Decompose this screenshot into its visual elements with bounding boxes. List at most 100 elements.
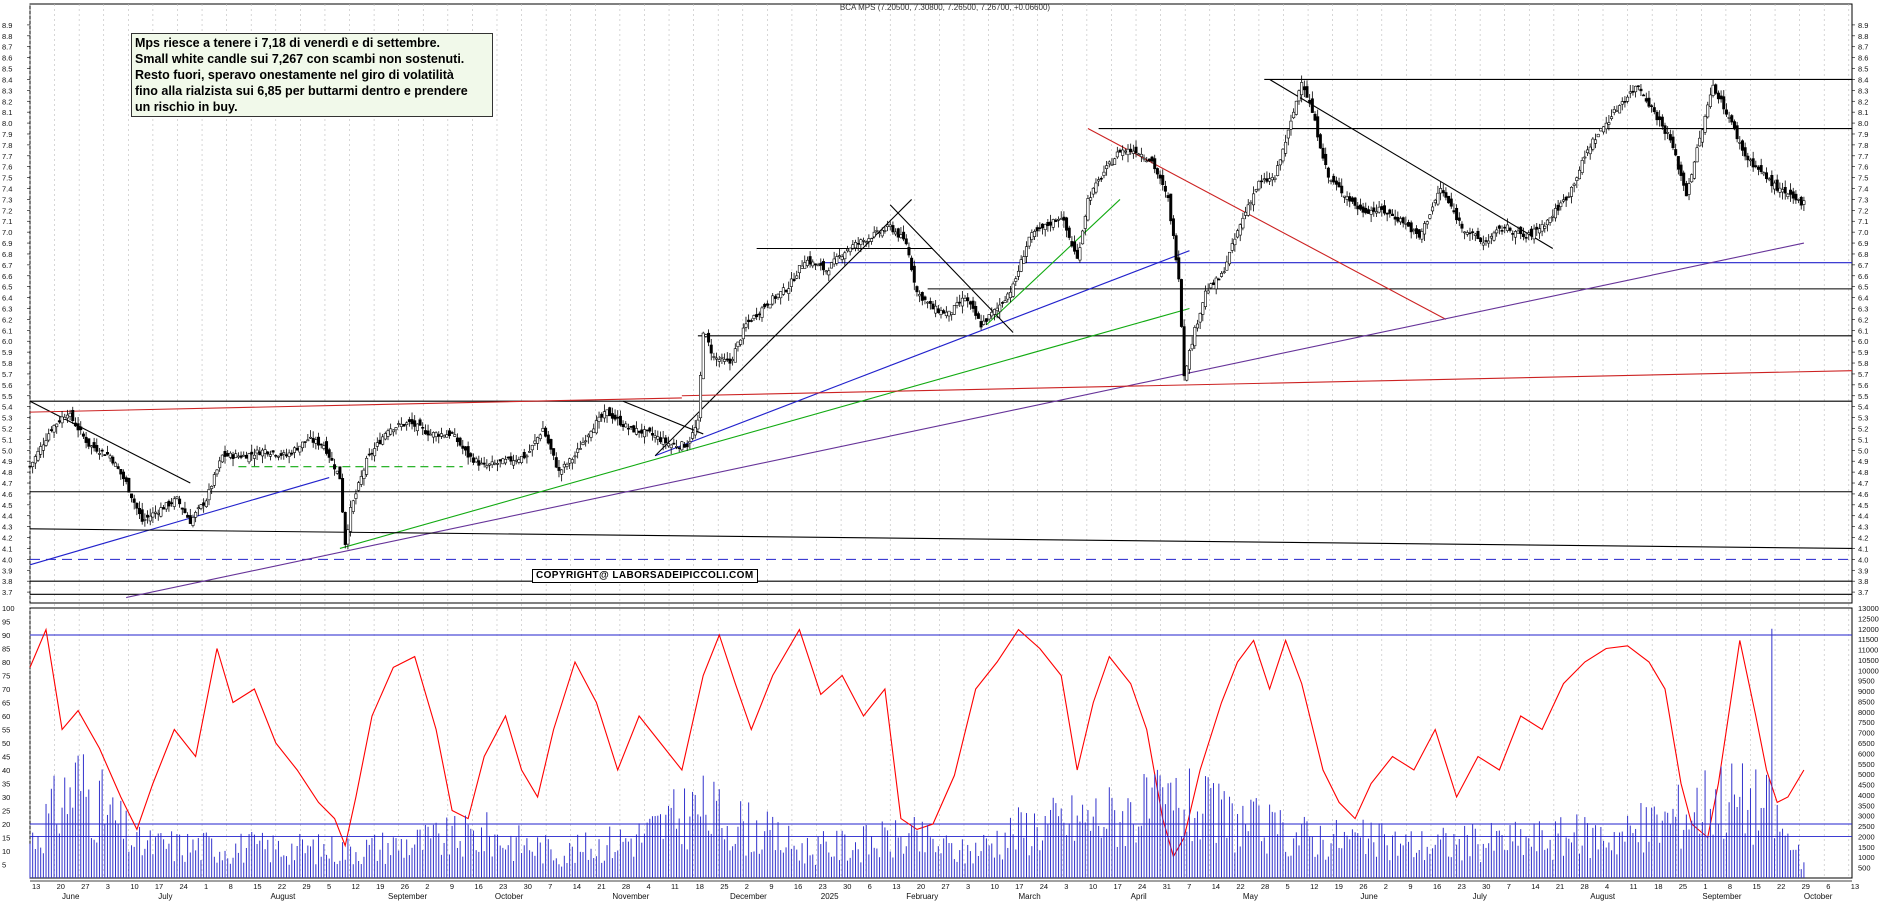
candle-body: [872, 231, 876, 238]
candle-body: [894, 231, 898, 235]
candle-body: [1789, 189, 1793, 195]
candle-body: [808, 256, 812, 265]
candle-body: [431, 432, 435, 438]
candle-body: [1246, 204, 1250, 216]
trend-line: [1087, 128, 1447, 320]
candle-body: [1220, 273, 1224, 277]
candle-body: [1500, 230, 1504, 232]
candle-body: [522, 452, 526, 459]
x-month-label: 2025: [821, 892, 839, 901]
candle-body: [691, 432, 695, 439]
candle-body: [947, 310, 951, 317]
candle-body: [1423, 223, 1427, 235]
candle-body: [1057, 218, 1061, 221]
candle-body: [1439, 188, 1443, 194]
price-tick-label-right: 5.9: [1858, 348, 1868, 357]
candle-body: [1262, 178, 1266, 181]
x-day-label: 6: [868, 882, 872, 891]
candle-body: [429, 433, 433, 436]
candle-body: [1222, 271, 1226, 274]
x-day-label: 27: [941, 882, 949, 891]
candle-body: [1150, 156, 1154, 162]
volume-bars: [29, 628, 1852, 878]
price-tick-label-left: 8.4: [2, 75, 12, 84]
price-tick-label-left: 5.4: [2, 403, 12, 412]
candle-body: [904, 238, 908, 245]
candle-body: [886, 224, 890, 227]
candle-body: [1759, 165, 1763, 173]
candle-body: [1412, 229, 1416, 232]
candle-body: [1559, 202, 1563, 207]
price-tick-label-left: 5.5: [2, 392, 12, 401]
candle-body: [1321, 147, 1325, 159]
candle-body: [1372, 207, 1376, 212]
candle-body: [1626, 96, 1630, 102]
candle-body: [108, 455, 112, 459]
candle-body: [1038, 227, 1042, 229]
candle-body: [335, 470, 339, 474]
candle-body: [979, 321, 983, 328]
x-day-label: 15: [1752, 882, 1760, 891]
x-day-label: 25: [720, 882, 728, 891]
candle-body: [447, 430, 451, 437]
price-tick-label-right: 5.5: [1858, 392, 1868, 401]
x-day-label: 3: [106, 882, 110, 891]
price-tick-label-left: 8.3: [2, 86, 12, 95]
candle-body: [624, 423, 628, 428]
candle-body: [1610, 116, 1614, 119]
candle-body: [1465, 232, 1469, 235]
candle-body: [685, 443, 689, 448]
candle-body: [1463, 231, 1467, 234]
price-tick-label-left: 6.4: [2, 294, 12, 303]
x-day-label: 23: [1458, 882, 1466, 891]
x-day-label: 1: [1703, 882, 1707, 891]
candle-body: [306, 439, 310, 442]
candle-body: [883, 230, 887, 232]
candle-body: [226, 453, 230, 457]
candle-body: [1711, 84, 1715, 96]
price-tick-label-left: 8.0: [2, 119, 12, 128]
candle-body: [1682, 172, 1686, 186]
candle-body: [1642, 94, 1646, 97]
candle-body: [1748, 159, 1752, 162]
x-day-label: 4: [646, 882, 650, 891]
candle-body: [610, 413, 614, 419]
x-day-label: 26: [401, 882, 409, 891]
candle-body: [952, 305, 956, 315]
x-day-label: 4: [1605, 882, 1609, 891]
candle-body: [1433, 199, 1437, 204]
candle-body: [1492, 232, 1496, 241]
candle-body: [824, 270, 828, 273]
oscillator-tick-label: 65: [2, 699, 10, 708]
candle-body: [1452, 210, 1456, 213]
price-tick-label-left: 4.3: [2, 523, 12, 532]
candle-body: [1794, 193, 1798, 201]
candle-body: [811, 261, 815, 267]
x-day-label: 30: [843, 882, 851, 891]
candle-body: [1602, 126, 1606, 133]
x-day-label: 26: [1359, 882, 1367, 891]
candle-body: [578, 448, 582, 450]
candle-body: [343, 512, 347, 545]
candle-body: [386, 430, 390, 437]
candle-body: [1110, 163, 1114, 166]
candle-body: [1382, 205, 1386, 214]
note-line-1: Mps riesce a tenere i 7,18 di venerdì e …: [135, 36, 440, 50]
candle-body: [1738, 142, 1742, 144]
candle-body: [1073, 241, 1077, 252]
x-day-label: 7: [1187, 882, 1191, 891]
candle-body: [196, 507, 200, 510]
candle-body: [1302, 86, 1306, 91]
candle-body: [1634, 85, 1638, 93]
candle-body: [928, 300, 932, 304]
candle-body: [1420, 231, 1424, 240]
price-tick-label-left: 5.6: [2, 381, 12, 390]
candle-body: [220, 454, 224, 463]
candle-body: [1276, 165, 1280, 176]
candle-body: [789, 278, 793, 287]
price-tick-label-right: 8.9: [1858, 21, 1868, 30]
candle-body: [1182, 326, 1186, 377]
oscillator-tick-label: 40: [2, 766, 10, 775]
candle-body: [683, 444, 687, 448]
candle-body: [381, 436, 385, 445]
